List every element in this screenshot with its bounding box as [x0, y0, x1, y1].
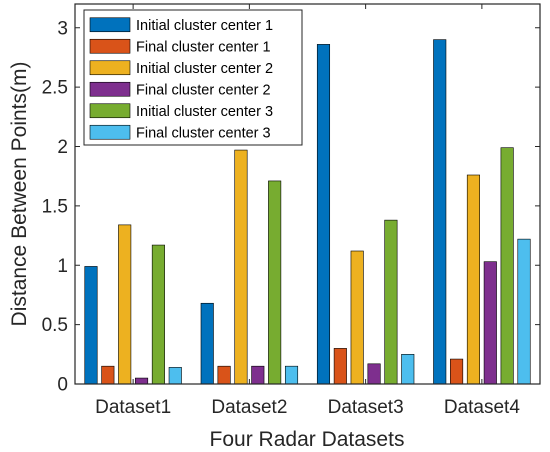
legend-swatch-series4 [89, 81, 131, 97]
legend-label-series3: Initial cluster center 2 [136, 61, 273, 77]
legend-swatch-series3 [89, 60, 131, 76]
legend-label-series2: Final cluster center 1 [136, 39, 271, 55]
y-axis-label: Distance Between Points(m) [8, 62, 31, 327]
plot-area-frame [74, 3, 541, 385]
x-tick-label: Dataset3 [328, 397, 404, 418]
bar-series2-cat4 [450, 358, 464, 385]
legend-box [83, 9, 303, 146]
bar-series1-cat2 [200, 302, 214, 385]
bar-series6-cat2 [284, 365, 299, 385]
bars-layer [84, 39, 531, 385]
bar-series1-cat4 [433, 39, 447, 385]
legend-label-series6: Final cluster center 3 [136, 125, 271, 141]
x-tick-label: Dataset4 [444, 397, 520, 418]
legend-swatch-series6 [89, 124, 131, 140]
legend-swatch-series5 [89, 103, 131, 119]
x-axis-label: Four Radar Datasets [210, 428, 405, 451]
y-tick-label: 1.5 [42, 196, 68, 217]
bar-series6-cat3 [401, 354, 415, 385]
y-tick-label: 0.5 [42, 315, 68, 336]
bar-series4-cat3 [367, 363, 381, 385]
y-tick-label: 2 [57, 137, 68, 158]
y-tick-label: 0 [57, 375, 68, 396]
bar-series3-cat4 [466, 174, 480, 385]
y-axis: 0 0.5 1 1.5 2 2.5 3 [42, 18, 540, 396]
y-tick-label: 3 [57, 18, 68, 39]
bar-series4-cat4 [483, 261, 497, 385]
bar-series5-cat3 [384, 219, 398, 385]
legend-swatch-series2 [89, 38, 131, 54]
bar-series2-cat3 [333, 348, 347, 385]
legend-label-series1: Initial cluster center 1 [136, 18, 273, 34]
bar-series4-cat2 [251, 365, 265, 385]
bar-series2-cat2 [217, 365, 231, 385]
legend-label-series4: Final cluster center 2 [136, 82, 271, 98]
bar-series6-cat1 [168, 367, 182, 385]
x-axis: Dataset1 Dataset2 Dataset3 Dataset4 [95, 4, 520, 418]
legend: Initial cluster center 1 Final cluster ce… [83, 9, 303, 146]
bar-series5-cat2 [268, 180, 282, 385]
y-tick-label: 1 [57, 256, 68, 277]
x-tick-label: Dataset1 [95, 397, 171, 418]
bar-series3-cat1 [118, 224, 132, 385]
x-tick-label: Dataset2 [211, 397, 287, 418]
legend-swatch-series1 [89, 17, 131, 33]
bar-series3-cat2 [234, 149, 248, 385]
legend-label-series5: Initial cluster center 3 [136, 104, 273, 120]
bar-series1-cat1 [84, 266, 98, 385]
bar-series5-cat1 [151, 244, 165, 385]
bar-series1-cat3 [316, 44, 331, 385]
bar-series6-cat4 [517, 238, 531, 385]
bar-series3-cat3 [350, 250, 364, 385]
bar-series2-cat1 [101, 365, 115, 385]
bar-series4-cat1 [135, 377, 149, 385]
bar-series5-cat4 [500, 147, 514, 385]
y-tick-label: 2.5 [42, 78, 68, 99]
